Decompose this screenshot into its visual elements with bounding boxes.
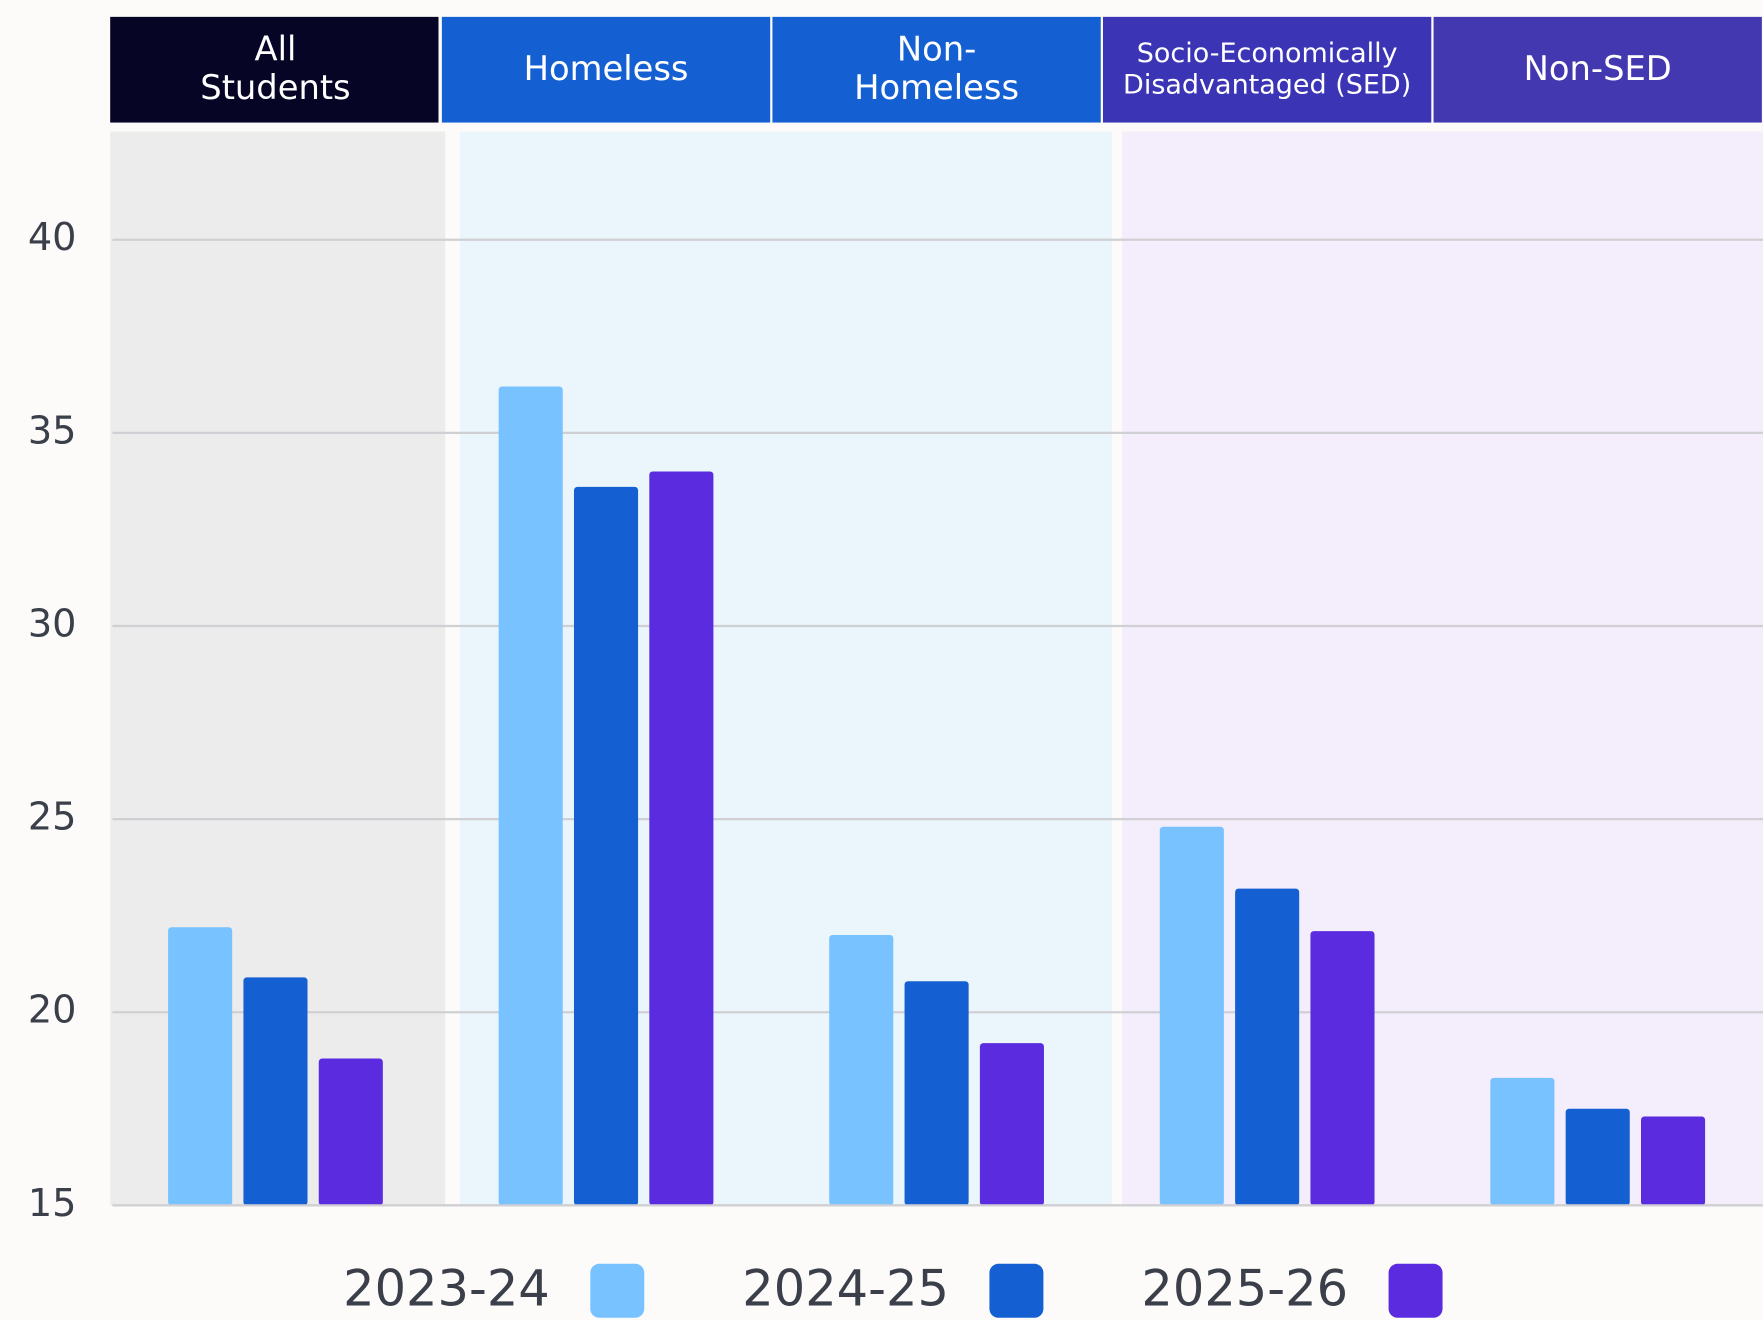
y-tick-label: 30: [28, 602, 77, 646]
legend-swatch: [989, 1263, 1044, 1318]
header-background: [441, 16, 771, 123]
y-tick-label: 25: [28, 796, 77, 840]
x-category-label: Non-Homeless: [854, 29, 1020, 108]
header-background: [1433, 16, 1762, 123]
header-background: [772, 16, 1101, 123]
bar: [649, 471, 714, 1206]
panel-background: [459, 131, 1112, 1206]
y-tick-label: 15: [28, 1182, 77, 1226]
bar: [168, 927, 233, 1206]
y-tick-label: 35: [28, 409, 77, 453]
bar: [1565, 1108, 1630, 1206]
header-box: Homeless: [441, 17, 772, 123]
bar: [318, 1058, 383, 1206]
bar: [1159, 826, 1224, 1206]
header: All Students: [110, 17, 441, 123]
x-category-label: Socio-Economically Disadvantaged (SED): [1123, 37, 1412, 101]
bar: [979, 1043, 1044, 1206]
x-category-label: Non-SED: [1523, 49, 1672, 89]
legend-label: 2023-24: [343, 1259, 550, 1317]
bar: [1490, 1077, 1555, 1206]
header-background: [1102, 16, 1432, 123]
x-category-label: Homeless: [523, 49, 689, 89]
header-box: Socio-Economically Disadvantaged (SED): [1102, 17, 1433, 123]
y-tick-label: 40: [28, 216, 77, 260]
header: Homeless: [441, 17, 772, 123]
header-background: [110, 16, 439, 123]
bar: [904, 981, 969, 1206]
legend-swatch: [590, 1263, 645, 1318]
header: Non-Homeless: [771, 17, 1102, 123]
bar: [829, 934, 894, 1206]
panel-background: [1122, 131, 1763, 1206]
header-box: Non-SED: [1432, 17, 1763, 123]
bar: [498, 386, 563, 1206]
header-box: All Students: [110, 17, 441, 123]
bar: [1235, 888, 1300, 1206]
header-box: Non-Homeless: [771, 17, 1102, 123]
legend-swatch: [1388, 1263, 1443, 1318]
bar: [1310, 931, 1375, 1206]
legend-label: 2025-26: [1141, 1259, 1348, 1317]
header: Socio-Economically Disadvantaged (SED): [1102, 17, 1433, 123]
y-tick-label: 20: [28, 989, 77, 1033]
bar: [243, 977, 308, 1206]
x-category-label: All Students: [200, 29, 351, 108]
bar: [573, 486, 639, 1206]
header: Non-SED: [1432, 17, 1763, 123]
bar: [1641, 1116, 1706, 1206]
legend-label: 2024-25: [742, 1259, 949, 1317]
